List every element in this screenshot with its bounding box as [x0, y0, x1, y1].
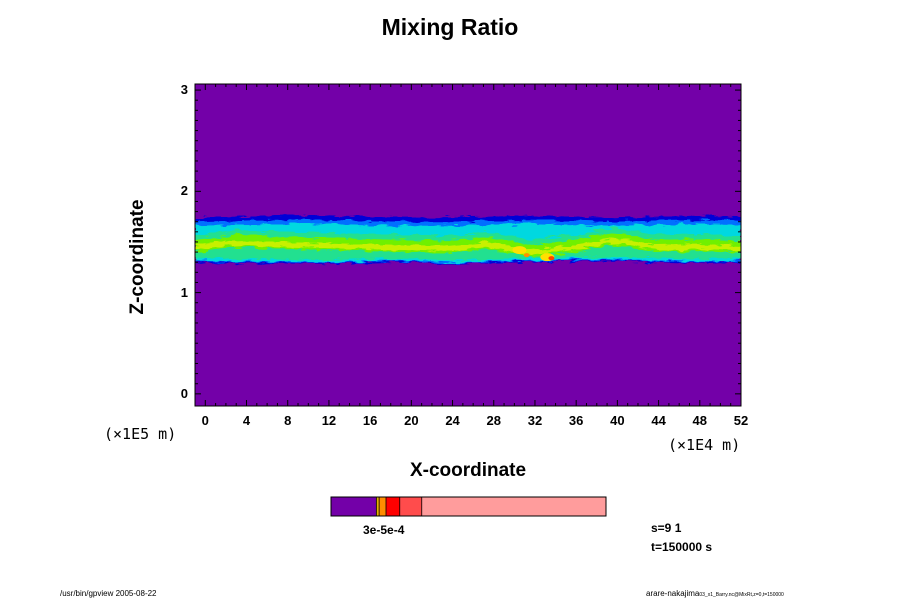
x-tick-label: 20	[404, 413, 419, 428]
colorbar	[330, 496, 607, 517]
x-tick-label: 40	[610, 413, 625, 428]
y-tick-label: 3	[180, 82, 188, 98]
footer-right-small: 03_x1_Barry.nc@MixRt,z=0,t=150000	[699, 592, 784, 598]
x-tick-label: 0	[201, 413, 209, 428]
colorbar-label: 3e-5e-4	[363, 523, 405, 537]
colorbar-segment	[399, 497, 422, 516]
hot-spot	[548, 256, 555, 261]
x-tick-label: 4	[242, 413, 251, 428]
layer-band-yellowgreen	[195, 238, 741, 256]
footer-left: /usr/bin/gpview 2005-08-22	[60, 589, 157, 598]
x-tick-label: 8	[284, 413, 292, 428]
x-tick-label: 48	[692, 413, 708, 428]
x-tick-label: 24	[445, 413, 460, 428]
colorbar-segment	[386, 497, 400, 516]
x-tick-label: 28	[486, 413, 501, 428]
hot-spot	[512, 246, 527, 255]
x-axis-label: X-coordinate	[409, 460, 527, 481]
hot-spot	[523, 253, 530, 258]
y-tick-label: 1	[180, 284, 188, 300]
x-tick-label: 12	[321, 413, 337, 428]
colorbar-frame	[330, 496, 607, 517]
footer-right-main: arare-nakajima	[646, 589, 700, 598]
chart-title: Mixing Ratio	[381, 14, 519, 40]
x-tick-label: 36	[568, 413, 584, 428]
plot-frame	[194, 83, 742, 407]
annotation-time: t=150000 s	[651, 540, 713, 554]
y-axis-label: Z-coordinate	[127, 199, 148, 315]
x-tick-label: 52	[733, 413, 749, 428]
x-unit-label: (×1E4 m)	[668, 436, 741, 454]
colorbar-segment	[376, 497, 380, 516]
mixing-layer	[195, 215, 741, 265]
annotation-step: s=9 1	[651, 521, 682, 535]
y-unit-label: (×1E5 m)	[104, 425, 177, 443]
y-tick-label: 0	[180, 385, 188, 401]
footer-right: arare-nakajima03_x1_Barry.nc@MixRt,z=0,t…	[646, 589, 784, 598]
x-tick-label: 16	[362, 413, 378, 428]
x-tick-label: 32	[527, 413, 543, 428]
colorbar-segment	[379, 497, 386, 516]
y-tick-label: 2	[180, 183, 188, 199]
colorbar-segment	[421, 497, 606, 516]
x-tick-label: 44	[651, 413, 666, 428]
colorbar-segment	[331, 497, 377, 516]
